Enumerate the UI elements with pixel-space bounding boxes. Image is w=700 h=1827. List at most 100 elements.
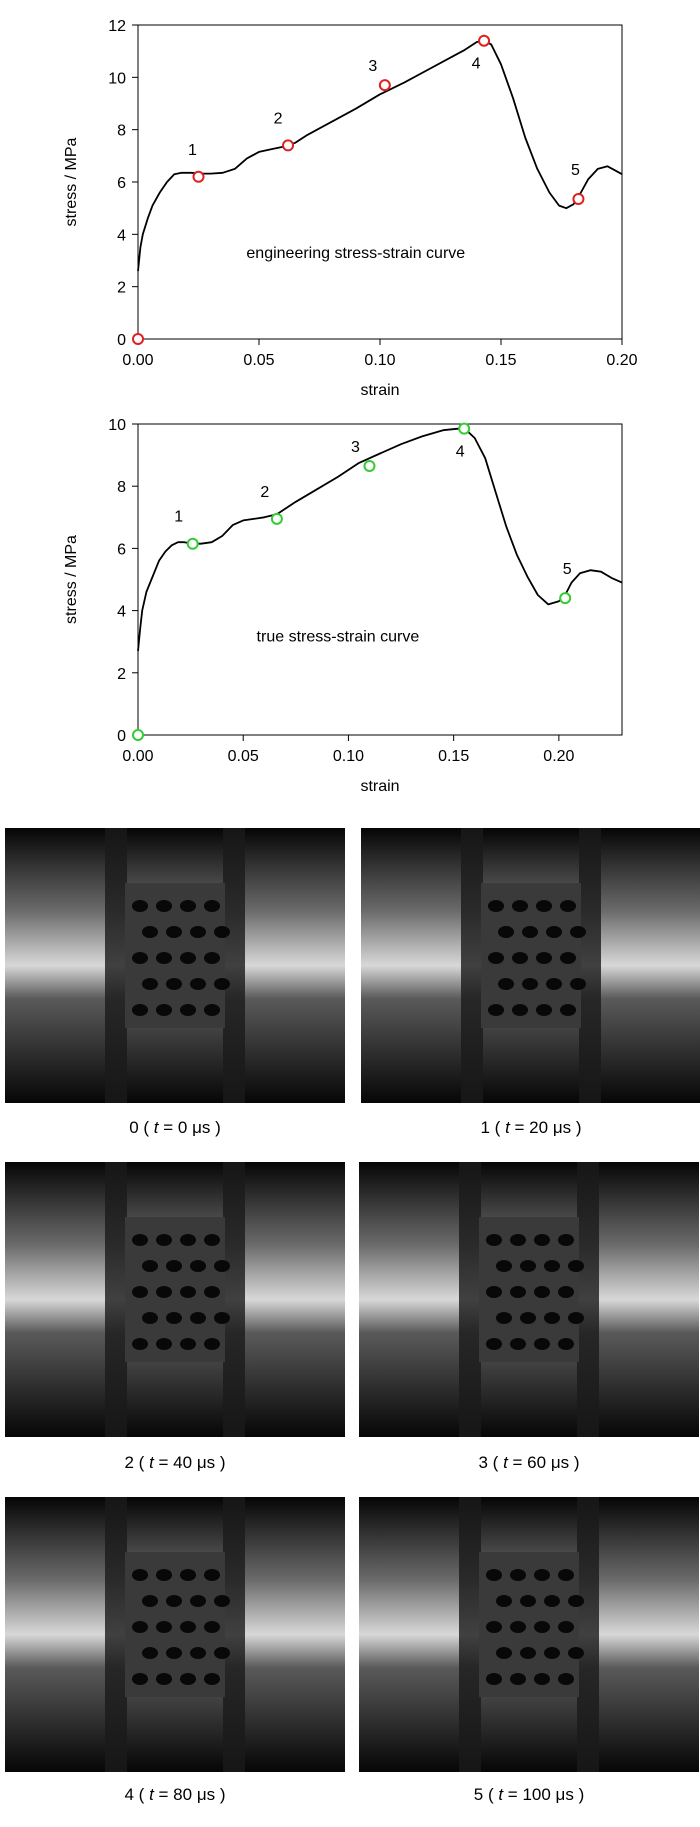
eng-plot-frame bbox=[137, 24, 623, 340]
frame-pore bbox=[568, 1595, 584, 1607]
frame-pore bbox=[156, 900, 172, 912]
eng-y-tick-label: 6 bbox=[117, 175, 126, 192]
frame-image-2 bbox=[5, 1162, 345, 1437]
frame-pore bbox=[558, 1569, 574, 1581]
frame-pore bbox=[512, 952, 528, 964]
frame-pore bbox=[510, 1621, 526, 1633]
true-curve-annotation: true stress-strain curve bbox=[257, 629, 420, 646]
eng-marker-1 bbox=[192, 170, 205, 183]
eng-marker-0 bbox=[132, 333, 144, 345]
frame-image-0 bbox=[5, 828, 345, 1103]
true-y-tick-label: 6 bbox=[117, 541, 126, 558]
frame-pore bbox=[214, 1647, 230, 1659]
frame-pore bbox=[512, 900, 528, 912]
true-y-tick-label: 4 bbox=[117, 604, 126, 621]
frame-pore bbox=[536, 1004, 552, 1016]
true-y-axis-title: stress / MPa bbox=[63, 535, 80, 624]
frame-pore bbox=[522, 978, 538, 990]
eng-x-axis-title: strain bbox=[360, 382, 399, 399]
frame-right-bar bbox=[223, 828, 245, 1103]
frame-pore bbox=[558, 1621, 574, 1633]
frame-caption-3: 3 ( t = 60 μs ) bbox=[478, 1453, 580, 1472]
frame-pore bbox=[544, 1260, 560, 1272]
frame-pore bbox=[488, 952, 504, 964]
frame-image-4 bbox=[5, 1497, 345, 1772]
eng-marker-label-4: 4 bbox=[472, 56, 481, 73]
frame-left-bar bbox=[105, 1162, 127, 1437]
eng-x-tick-label: 0.05 bbox=[243, 352, 274, 369]
eng-curve bbox=[137, 39, 623, 272]
frame-image-3 bbox=[359, 1162, 699, 1437]
frame-caption-5: 5 ( t = 100 μs ) bbox=[473, 1785, 585, 1804]
frame-pore bbox=[544, 1595, 560, 1607]
frame-right-bar bbox=[223, 1497, 245, 1772]
frame-pore bbox=[546, 926, 562, 938]
frame-pore bbox=[166, 978, 182, 990]
eng-marker-label-1: 1 bbox=[188, 142, 197, 159]
frame-pore bbox=[498, 978, 514, 990]
frame-pore bbox=[568, 1647, 584, 1659]
frame-pore bbox=[546, 978, 562, 990]
frame-pore bbox=[180, 1004, 196, 1016]
frame-pore bbox=[190, 926, 206, 938]
true-y-tick-label: 2 bbox=[117, 666, 126, 683]
true-x-tick-label: 0.00 bbox=[122, 748, 153, 765]
frame-pore bbox=[132, 952, 148, 964]
frame-pore bbox=[166, 1647, 182, 1659]
frame-pore bbox=[180, 1673, 196, 1685]
frame-pore bbox=[180, 952, 196, 964]
frame-pore bbox=[534, 1673, 550, 1685]
frame-pore bbox=[142, 978, 158, 990]
frame-svg bbox=[5, 1162, 345, 1437]
true-y-tick-label: 8 bbox=[117, 479, 126, 496]
true-plot-frame bbox=[137, 423, 623, 736]
true-marker-5 bbox=[559, 592, 572, 605]
frame-pore bbox=[512, 1004, 528, 1016]
frame-pore bbox=[568, 1260, 584, 1272]
frame-pore bbox=[558, 1673, 574, 1685]
frame-pore bbox=[560, 952, 576, 964]
frame-pore bbox=[214, 1312, 230, 1324]
frame-pore bbox=[520, 1647, 536, 1659]
frame-pore bbox=[156, 1286, 172, 1298]
frame-pore bbox=[558, 1234, 574, 1246]
frame-pore bbox=[132, 1569, 148, 1581]
frame-pore bbox=[132, 1338, 148, 1350]
frame-pore bbox=[132, 1673, 148, 1685]
frame-pore bbox=[190, 978, 206, 990]
frame-pore bbox=[496, 1260, 512, 1272]
frame-pore bbox=[214, 926, 230, 938]
frame-pore bbox=[544, 1312, 560, 1324]
frame-left-bar bbox=[105, 828, 127, 1103]
frame-pore bbox=[570, 978, 586, 990]
frame-right-bar bbox=[579, 828, 601, 1103]
frame-pore bbox=[190, 1595, 206, 1607]
frame-pore bbox=[486, 1234, 502, 1246]
eng-y-tick-label: 10 bbox=[108, 70, 126, 87]
frame-pore bbox=[534, 1569, 550, 1581]
frame-pore bbox=[488, 1004, 504, 1016]
engineering-chart-svg: 0.00 0.05 0.10 0.15 0.20024681012strainstres… bbox=[63, 18, 638, 399]
frame-caption-2: 2 ( t = 40 μs ) bbox=[124, 1453, 226, 1472]
eng-marker-label-3: 3 bbox=[368, 58, 377, 75]
frame-pore bbox=[510, 1234, 526, 1246]
frame-pore bbox=[486, 1673, 502, 1685]
frame-pore bbox=[166, 926, 182, 938]
frame-pore bbox=[204, 1286, 220, 1298]
frame-pore bbox=[488, 900, 504, 912]
true-x-tick-label: 0.05 bbox=[228, 748, 259, 765]
frame-pore bbox=[204, 952, 220, 964]
frame-left-bar bbox=[459, 1162, 481, 1437]
frame-pore bbox=[204, 1004, 220, 1016]
frame-pore bbox=[166, 1260, 182, 1272]
frame-pore bbox=[486, 1286, 502, 1298]
frame-svg bbox=[361, 828, 700, 1103]
frame-pore bbox=[156, 952, 172, 964]
frame-caption-1: 1 ( t = 20 μs ) bbox=[480, 1118, 582, 1137]
frame-left-bar bbox=[459, 1497, 481, 1772]
eng-marker-5 bbox=[572, 193, 585, 206]
frame-pore bbox=[558, 1286, 574, 1298]
frame-pore bbox=[156, 1569, 172, 1581]
frame-pore bbox=[560, 900, 576, 912]
eng-marker-label-2: 2 bbox=[274, 110, 283, 127]
